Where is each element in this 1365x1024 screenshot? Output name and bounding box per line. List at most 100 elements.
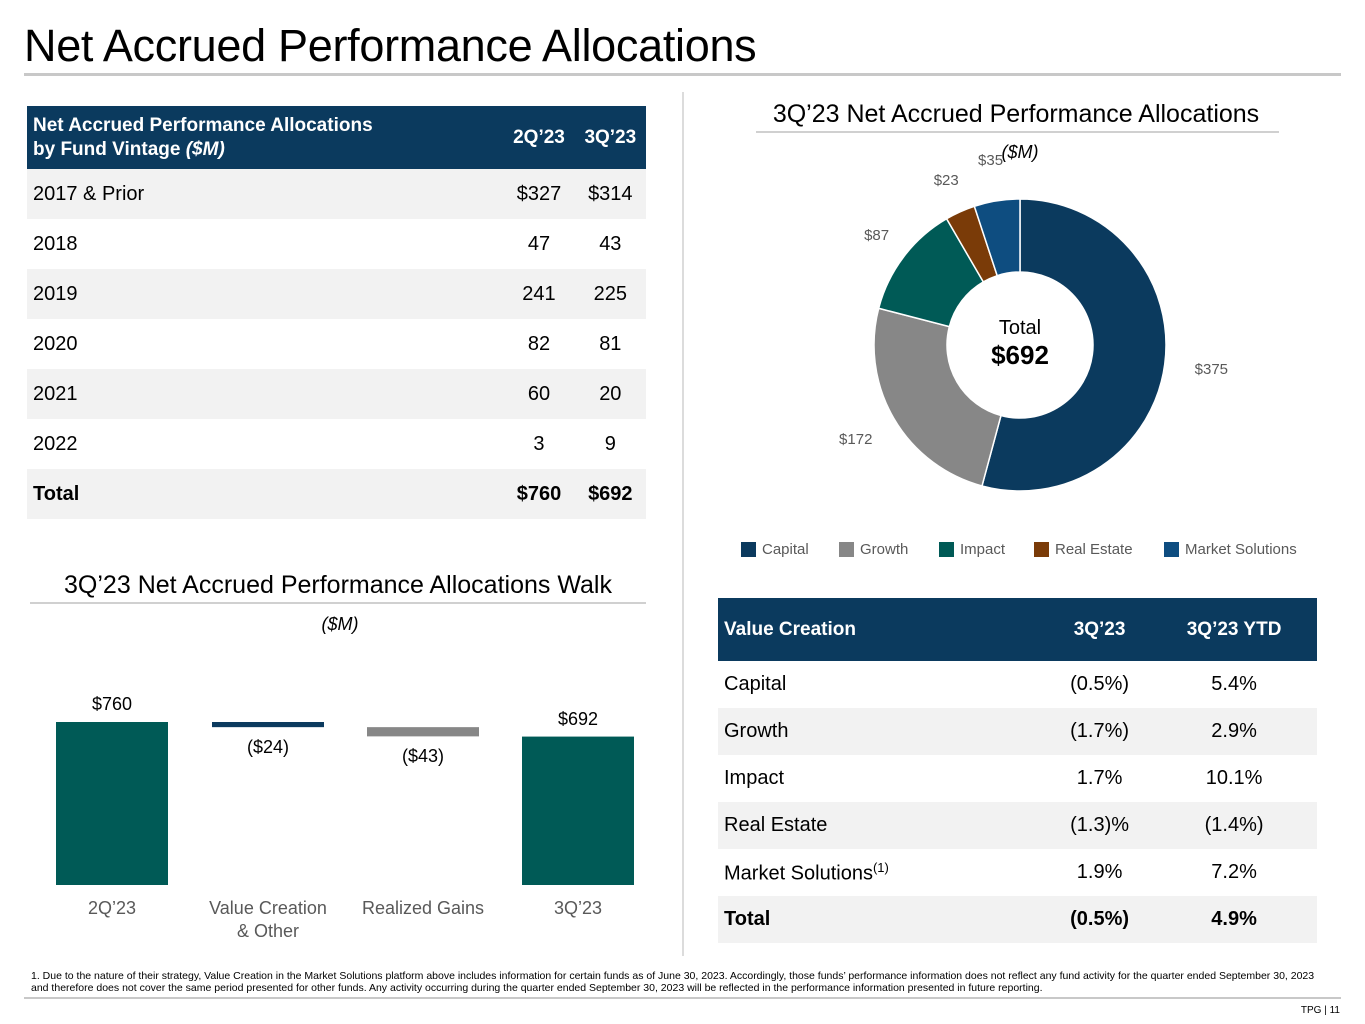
- donut-unit: ($M): [1001, 142, 1039, 162]
- footer-divider: [24, 997, 1341, 999]
- vintage-label: 2017 & Prior: [27, 169, 504, 219]
- legend-item: Capital: [741, 541, 809, 558]
- vintage-label: 2022: [33, 432, 78, 455]
- value-creation-table: Value Creation 3Q’23 3Q’23 YTD Capital (0…: [718, 598, 1317, 943]
- vintage-value-3q23: 81: [599, 332, 622, 355]
- walk-title: 3Q’23 Net Accrued Performance Allocation…: [64, 571, 612, 599]
- vc-value-3q23: (0.5%): [1070, 673, 1130, 695]
- legend-label: Impact: [960, 541, 1006, 558]
- vintage-value-3q23: 9: [604, 432, 616, 455]
- legend-label: Growth: [860, 541, 909, 558]
- walk-title-rule: [30, 602, 646, 604]
- walk-unit: ($M): [321, 614, 359, 634]
- page-number: TPG | 11: [1300, 1005, 1340, 1016]
- vc-table-body: Capital (0.5%) 5.4% Growth (1.7%) 2.9% Impact 1…: [718, 661, 1317, 943]
- vc-value-3q23: 1.7%: [1076, 767, 1123, 789]
- vc-value-ytd: 5.4%: [1211, 673, 1257, 695]
- footnote: 1. Due to the nature of their strategy, …: [31, 970, 1315, 994]
- donut-center-value: $692: [991, 340, 1049, 370]
- vc-label: Capital: [718, 661, 1048, 708]
- vc-label-text: Capital: [724, 673, 787, 695]
- legend-label: Market Solutions: [1185, 541, 1297, 558]
- donut-center-label: Total: [998, 317, 1042, 339]
- donut-slice-capital: [981, 198, 1167, 492]
- vintage-value-3q23: 225: [574, 269, 646, 319]
- vintage-value-2q23: 47: [527, 232, 551, 255]
- walk-category-label: 3Q’23: [503, 897, 653, 920]
- walk-data-label: $692: [557, 708, 599, 729]
- donut-slice-growth: [873, 307, 1002, 487]
- vintage-total-label: Total: [27, 469, 504, 519]
- table-row: 2020 82 81: [27, 319, 646, 369]
- walk-bar: [367, 727, 479, 737]
- walk-category-label: Realized Gains: [348, 897, 498, 920]
- vintage-table: Net Accrued Performance Allocations by F…: [27, 106, 646, 519]
- donut-chart: [873, 198, 1167, 492]
- donut-slice-market-solutions: [973, 198, 1021, 277]
- vintage-value-3q23: $314: [574, 169, 646, 219]
- walk-bar: [212, 722, 324, 728]
- vintage-label: 2020: [33, 332, 78, 355]
- vc-total-3q23: (0.5%): [1048, 896, 1152, 943]
- walk-category-label: 2Q’23: [37, 897, 187, 920]
- vintage-total-row: Total $760 $692: [27, 469, 646, 519]
- vc-total-row: Total (0.5%) 4.9%: [718, 896, 1317, 943]
- vintage-value-2q23: $327: [503, 169, 575, 219]
- vintage-table-header: Net Accrued Performance Allocations by F…: [27, 106, 504, 169]
- vertical-divider: [682, 92, 684, 956]
- vc-label-text: Real Estate: [724, 814, 828, 836]
- vc-label: Growth: [718, 708, 1048, 755]
- vc-total-label: Total: [718, 896, 1048, 943]
- vintage-value-3q23: 43: [599, 232, 622, 255]
- walk-category-line: 2Q’23: [87, 898, 137, 918]
- walk-data-label: ($43): [401, 746, 445, 767]
- legend-item: Real Estate: [1034, 541, 1133, 558]
- walk-bar: [522, 736, 634, 885]
- vc-value-3q23: 1.9%: [1076, 861, 1123, 883]
- table-row: 2021 60 20: [27, 369, 646, 419]
- vintage-total-2q23: $760: [503, 469, 575, 519]
- vc-label: Market Solutions(1): [718, 849, 1048, 896]
- vc-value-3q23: (1.3)%: [1048, 802, 1152, 849]
- table-row: Capital (0.5%) 5.4%: [718, 661, 1317, 708]
- walk-category-label: Value Creation & Other: [193, 897, 343, 943]
- table-row: 2017 & Prior $327 $314: [27, 169, 646, 219]
- table-row: Impact 1.7% 10.1%: [718, 755, 1317, 802]
- donut-title-rule: [756, 131, 1279, 133]
- vintage-total-3q23: $692: [574, 469, 646, 519]
- footnote-marker: (1): [872, 859, 889, 875]
- vintage-label: 2019: [27, 269, 504, 319]
- donut-data-label: $23: [933, 171, 959, 189]
- walk-category-line: Realized Gains: [361, 898, 485, 918]
- legend-item: Impact: [939, 541, 1005, 558]
- donut-title: 3Q’23 Net Accrued Performance Allocation…: [772, 100, 1260, 128]
- table-row: 2018 47 43: [27, 219, 646, 269]
- legend-swatch: [939, 542, 954, 557]
- vc-header: Value Creation: [718, 598, 1048, 661]
- vintage-label: 2018: [33, 232, 78, 255]
- legend-label: Capital: [762, 541, 809, 558]
- vc-total-ytd: 4.9%: [1151, 896, 1317, 943]
- vc-value-3q23: (1.7%): [1048, 708, 1152, 755]
- table-row: Real Estate (1.3)% (1.4%): [718, 802, 1317, 849]
- table-row: 2022 3 9: [27, 419, 646, 469]
- vc-label-text: Growth: [724, 720, 789, 742]
- vintage-col-2q23: 2Q’23: [503, 106, 575, 169]
- vintage-value-2q23: 241: [503, 269, 575, 319]
- donut-data-label: $375: [1194, 361, 1229, 379]
- legend-swatch: [1164, 542, 1179, 557]
- walk-category-line: 3Q’23: [553, 898, 603, 918]
- walk-bar: [56, 722, 168, 885]
- legend-swatch: [839, 542, 854, 557]
- vc-col-3q23: 3Q’23: [1048, 598, 1152, 661]
- table-row: Growth (1.7%) 2.9%: [718, 708, 1317, 755]
- vc-label: Impact: [718, 755, 1048, 802]
- legend-swatch: [741, 542, 756, 557]
- page-title: Net Accrued Performance Allocations: [24, 20, 757, 71]
- vc-value-ytd: 10.1%: [1205, 767, 1263, 789]
- walk-chart: [56, 722, 634, 885]
- vintage-label: 2021: [27, 369, 504, 419]
- table-row: Market Solutions(1) 1.9% 7.2%: [718, 849, 1317, 896]
- table-row: 2019 241 225: [27, 269, 646, 319]
- vintage-table-body: 2017 & Prior $327 $314 2018 47 43 2019 241 225 20…: [27, 169, 646, 519]
